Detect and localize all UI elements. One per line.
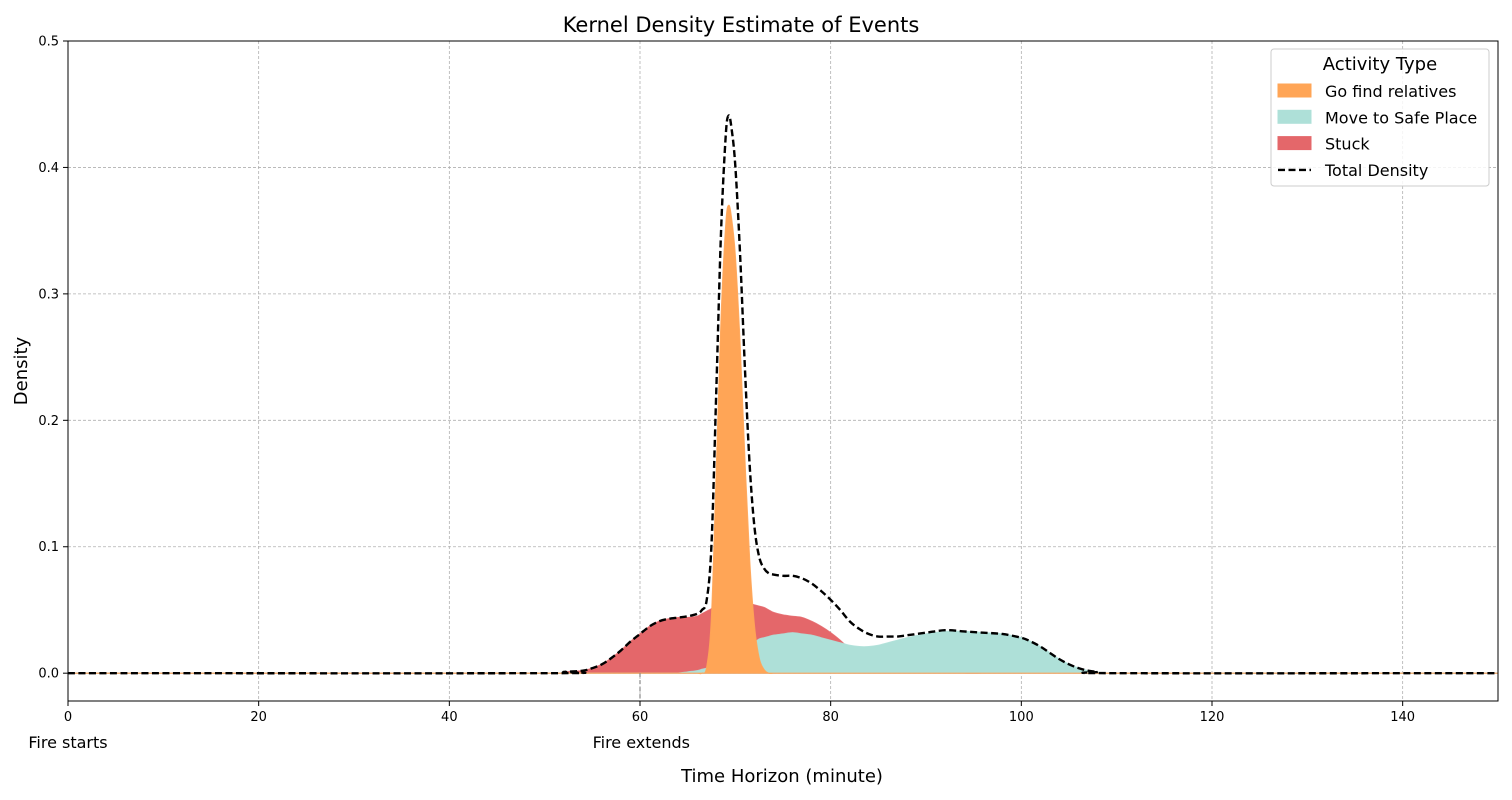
annotation-fire-extends: Fire extends bbox=[593, 733, 690, 752]
legend-label: Total Density bbox=[1324, 161, 1428, 180]
y-axis-label: Density bbox=[11, 336, 32, 405]
area-go-find-relatives bbox=[68, 204, 1498, 675]
y-tick-label: 0.2 bbox=[38, 414, 59, 429]
annotation-fire-starts: Fire starts bbox=[28, 733, 107, 752]
x-tick-label: 40 bbox=[441, 710, 458, 725]
x-tick-label: 0 bbox=[64, 710, 72, 725]
annotations: Fire starts Fire extends bbox=[28, 673, 690, 752]
legend-box bbox=[1270, 48, 1490, 187]
legend-entries: Go find relatives Move to Safe Place Stuck… bbox=[1277, 82, 1477, 180]
axis-ticks: 0 20 40 60 80 100 120 140 0.0 0.1 0.2 0.3 0.4 0.5 bbox=[38, 35, 1415, 726]
legend-label: Stuck bbox=[1325, 135, 1370, 154]
x-tick-label: 20 bbox=[250, 710, 267, 725]
x-tick-label: 100 bbox=[1009, 710, 1034, 725]
legend-entry-go-find-relatives: Go find relatives bbox=[1277, 82, 1456, 101]
legend-entry-total-density: Total Density bbox=[1278, 161, 1428, 180]
legend-entry-move-to-safe-place: Move to Safe Place bbox=[1277, 108, 1477, 127]
x-tick-label: 120 bbox=[1200, 710, 1225, 725]
series-areas bbox=[67, 114, 1499, 675]
area-move-to-safe-place bbox=[68, 630, 1499, 674]
x-tick-label: 60 bbox=[632, 710, 649, 725]
line-total-density bbox=[67, 114, 1499, 675]
grid bbox=[68, 41, 1498, 701]
legend-swatch bbox=[1277, 109, 1312, 124]
legend-swatch bbox=[1277, 83, 1312, 98]
y-tick-label: 0.0 bbox=[38, 667, 59, 682]
legend-label: Move to Safe Place bbox=[1325, 108, 1477, 127]
y-tick-label: 0.3 bbox=[38, 287, 59, 302]
y-tick-label: 0.1 bbox=[38, 540, 59, 555]
chart-title: Kernel Density Estimate of Events bbox=[563, 13, 920, 37]
plot-frame bbox=[67, 40, 1499, 702]
legend-label: Go find relatives bbox=[1325, 82, 1456, 101]
legend-entry-stuck: Stuck bbox=[1277, 135, 1370, 154]
legend: Activity Type Go find relatives Move to S… bbox=[1270, 48, 1490, 187]
x-axis-label: Time Horizon (minute) bbox=[680, 766, 883, 787]
y-tick-label: 0.4 bbox=[38, 161, 59, 176]
legend-title: Activity Type bbox=[1323, 54, 1437, 75]
legend-swatch bbox=[1277, 136, 1312, 151]
x-tick-label: 80 bbox=[822, 710, 839, 725]
y-tick-label: 0.5 bbox=[38, 35, 59, 50]
x-tick-label: 140 bbox=[1390, 710, 1415, 725]
